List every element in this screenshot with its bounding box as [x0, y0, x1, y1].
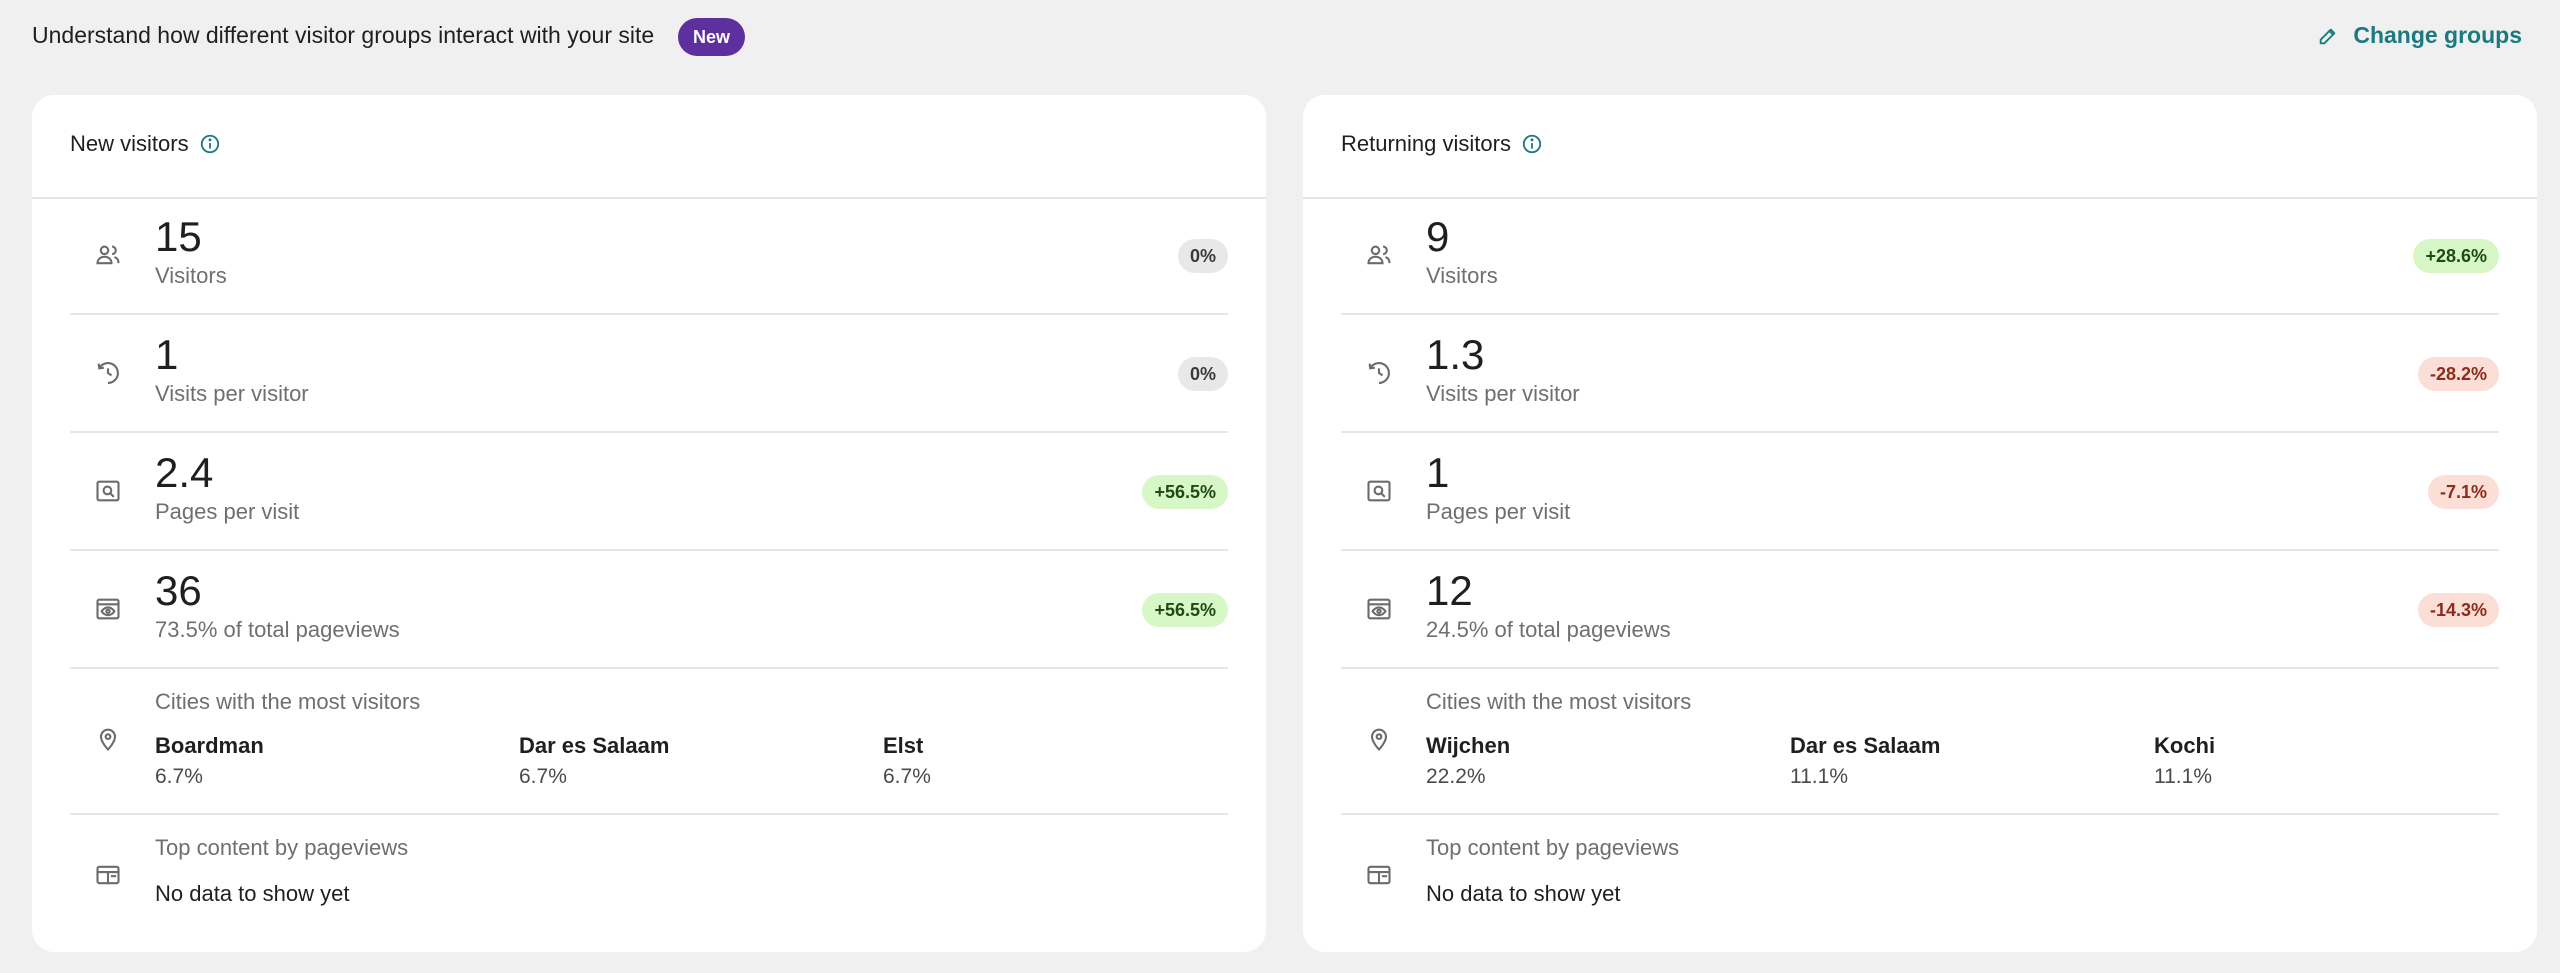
metric-value: 1 — [155, 331, 179, 378]
city-percent: 11.1% — [2154, 765, 2212, 788]
intro-text: Understand how different visitor groups … — [32, 22, 655, 48]
city-percent: 6.7% — [519, 765, 567, 788]
metric-value: 15 — [155, 213, 202, 260]
metric-label: Visits per visitor — [155, 381, 309, 406]
change-chip: -7.1% — [2427, 475, 2499, 509]
page-search-icon — [96, 480, 120, 502]
metric-row-pageviews: 12 24.5% of total pageviews -14.3% — [1341, 551, 2499, 669]
info-icon[interactable] — [199, 133, 221, 155]
metric-label: Visitors — [155, 263, 227, 288]
metric-value: 36 — [155, 567, 202, 614]
change-chip: +56.5% — [1142, 593, 1228, 627]
people-icon — [96, 245, 120, 265]
returning-visitors-card: Returning visitors 9 Visitors +28.6% — [1303, 95, 2537, 952]
people-icon — [1367, 245, 1391, 265]
city-name: Wijchen — [1426, 733, 1511, 758]
content-layout-icon — [96, 865, 120, 885]
metric-row-pageviews: 36 73.5% of total pageviews +56.5% — [70, 551, 1228, 669]
cities-heading: Cities with the most visitors — [1426, 689, 1692, 714]
city-item: Dar es Salaam 6.7% — [519, 733, 669, 789]
change-chip: +56.5% — [1142, 475, 1228, 509]
city-percent: 6.7% — [155, 765, 203, 788]
location-pin-icon — [1370, 728, 1388, 752]
top-content-section: Top content by pageviews No data to show… — [70, 815, 1228, 951]
city-percent: 22.2% — [1426, 765, 1486, 788]
card-title: New visitors — [70, 131, 221, 157]
city-item: Dar es Salaam 11.1% — [1790, 733, 1940, 789]
metric-value: 1 — [1426, 449, 1450, 496]
location-pin-icon — [99, 728, 117, 752]
new-badge: New — [678, 18, 746, 56]
change-chip: -14.3% — [2417, 593, 2499, 627]
city-percent: 11.1% — [1790, 765, 1848, 788]
city-name: Dar es Salaam — [519, 733, 670, 758]
metric-label: Visits per visitor — [1426, 381, 1580, 406]
eye-window-icon — [1367, 598, 1391, 620]
change-chip: 0% — [1177, 357, 1228, 391]
city-name: Dar es Salaam — [1790, 733, 1941, 758]
metric-row-pages-per-visit: 1 Pages per visit -7.1% — [1341, 433, 2499, 551]
cities-heading: Cities with the most visitors — [155, 689, 421, 714]
change-chip: +28.6% — [2413, 239, 2499, 273]
content-heading: Top content by pageviews — [1426, 835, 1680, 860]
info-icon[interactable] — [1521, 133, 1543, 155]
content-heading: Top content by pageviews — [155, 835, 409, 860]
new-visitors-card: New visitors 15 Visitors 0% — [32, 95, 1266, 952]
change-groups-button[interactable]: Change groups — [2317, 22, 2522, 49]
card-title-text: Returning visitors — [1341, 131, 1511, 156]
card-title-text: New visitors — [70, 131, 189, 156]
metric-value: 9 — [1426, 213, 1450, 260]
card-title: Returning visitors — [1341, 131, 1543, 157]
top-content-section: Top content by pageviews No data to show… — [1341, 815, 2499, 951]
metric-value: 2.4 — [155, 449, 214, 496]
page-search-icon — [1367, 480, 1391, 502]
metric-row-visitors: 9 Visitors +28.6% — [1341, 197, 2499, 315]
city-item: Elst 6.7% — [883, 733, 931, 789]
card-header: New visitors — [32, 95, 1266, 199]
city-name: Boardman — [155, 733, 264, 758]
metric-value: 12 — [1426, 567, 1473, 614]
top-cities-section: Cities with the most visitors Boardman 6… — [70, 669, 1228, 815]
page-header: Understand how different visitor groups … — [0, 0, 2560, 72]
metric-row-visitors: 15 Visitors 0% — [70, 197, 1228, 315]
empty-state-text: No data to show yet — [155, 881, 350, 906]
change-groups-label: Change groups — [2353, 22, 2522, 48]
city-item: Kochi 11.1% — [2154, 733, 2215, 789]
metric-row-visits-per-visitor: 1.3 Visits per visitor -28.2% — [1341, 315, 2499, 433]
metric-row-visits-per-visitor: 1 Visits per visitor 0% — [70, 315, 1228, 433]
metric-label: 24.5% of total pageviews — [1426, 617, 1671, 642]
metric-label: Pages per visit — [155, 499, 300, 524]
metric-value: 1.3 — [1426, 331, 1485, 378]
metric-row-pages-per-visit: 2.4 Pages per visit +56.5% — [70, 433, 1228, 551]
city-item: Boardman 6.7% — [155, 733, 264, 789]
change-chip: -28.2% — [2417, 357, 2499, 391]
city-name: Elst — [883, 733, 924, 758]
metric-label: 73.5% of total pageviews — [155, 617, 400, 642]
history-icon — [1368, 362, 1390, 384]
top-cities-section: Cities with the most visitors Wijchen 22… — [1341, 669, 2499, 815]
city-percent: 6.7% — [883, 765, 931, 788]
change-chip: 0% — [1177, 239, 1228, 273]
city-item: Wijchen 22.2% — [1426, 733, 1510, 789]
empty-state-text: No data to show yet — [1426, 881, 1621, 906]
content-layout-icon — [1367, 865, 1391, 885]
metric-label: Visitors — [1426, 263, 1498, 288]
eye-window-icon — [96, 598, 120, 620]
pencil-icon — [2320, 28, 2336, 44]
card-header: Returning visitors — [1303, 95, 2537, 199]
city-name: Kochi — [2154, 733, 2216, 758]
history-icon — [97, 362, 119, 384]
metric-label: Pages per visit — [1426, 499, 1571, 524]
